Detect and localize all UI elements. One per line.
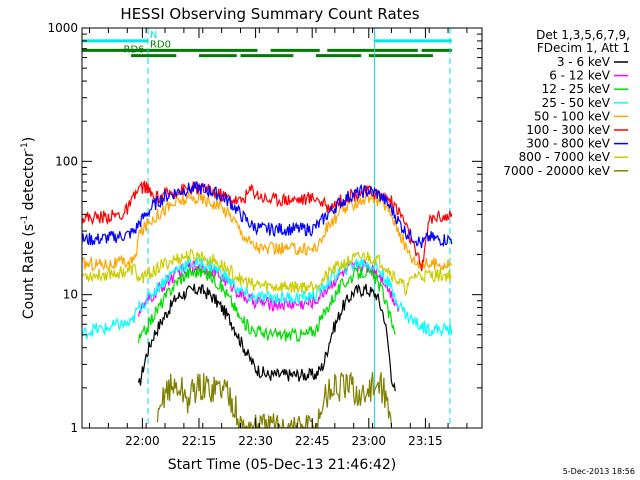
- x-tick-label: 23:00: [351, 434, 386, 448]
- legend-label: 25 - 50 keV: [542, 96, 611, 110]
- y-axis-label-end: ): [21, 137, 37, 142]
- legend-header-1: Det 1,3,5,6,7,9,: [536, 28, 630, 42]
- legend-label: 3 - 6 keV: [557, 55, 611, 69]
- y-axis-label-mid: detector: [21, 151, 37, 215]
- legend-label: 100 - 300 keV: [526, 123, 610, 137]
- series-group: [82, 179, 453, 428]
- saa-lines-group: [147, 28, 451, 428]
- legend-label: 300 - 800 keV: [526, 137, 610, 151]
- flag-label-n: N: [150, 30, 157, 41]
- series-line-0: [138, 283, 396, 392]
- flag-label-rd0: RD0: [150, 39, 171, 50]
- y-tick-label: 1000: [47, 21, 78, 35]
- timestamp: 5-Dec-2013 18:56: [563, 467, 635, 476]
- y-tick-label: 100: [55, 154, 78, 168]
- series-line-4: [82, 191, 453, 272]
- y-tick-label: 10: [63, 288, 78, 302]
- plot-frame: [81, 27, 483, 429]
- x-tick-label: 23:15: [408, 434, 443, 448]
- legend-label: 50 - 100 keV: [534, 109, 611, 123]
- x-tick-label: 22:30: [238, 434, 273, 448]
- legend-label: 6 - 12 keV: [549, 69, 611, 83]
- legend-label: 800 - 7000 keV: [519, 150, 611, 164]
- y-axis-label-sup1: -1: [20, 215, 30, 224]
- y-tick-label: 1: [70, 421, 78, 435]
- legend-label: 7000 - 20000 keV: [503, 164, 610, 178]
- x-axis-label: Start Time (05-Dec-13 21:46:42): [168, 457, 396, 473]
- series-line-2: [138, 265, 396, 344]
- flags-group: [82, 39, 452, 58]
- legend-header-2: FDecim 1, Att 1: [537, 41, 630, 55]
- series-line-3: [82, 254, 453, 340]
- y-axis-label-main: Count Rate (s: [21, 224, 37, 319]
- x-tick-label: 22:45: [295, 434, 330, 448]
- series-line-6: [82, 180, 453, 249]
- x-axis: 22:00 22:15 22:30 22:45 23:00 23:15: [89, 28, 468, 448]
- y-axis: 1 10 100 1000: [47, 21, 482, 435]
- legend-label: 12 - 25 keV: [542, 82, 611, 96]
- series-line-7: [82, 248, 453, 297]
- series-line-8: [156, 371, 392, 428]
- flag-label-rd6: RD6: [124, 45, 145, 56]
- chart-title: HESSI Observing Summary Count Rates: [120, 5, 419, 23]
- y-axis-label: Count Rate (s-1 detector-1): [20, 137, 37, 319]
- x-tick-label: 22:15: [182, 434, 217, 448]
- x-tick-label: 22:00: [125, 434, 160, 448]
- y-axis-label-sup2: -1: [20, 142, 30, 151]
- legend: Det 1,3,5,6,7,9, FDecim 1, Att 1 3 - 6 k…: [503, 28, 630, 178]
